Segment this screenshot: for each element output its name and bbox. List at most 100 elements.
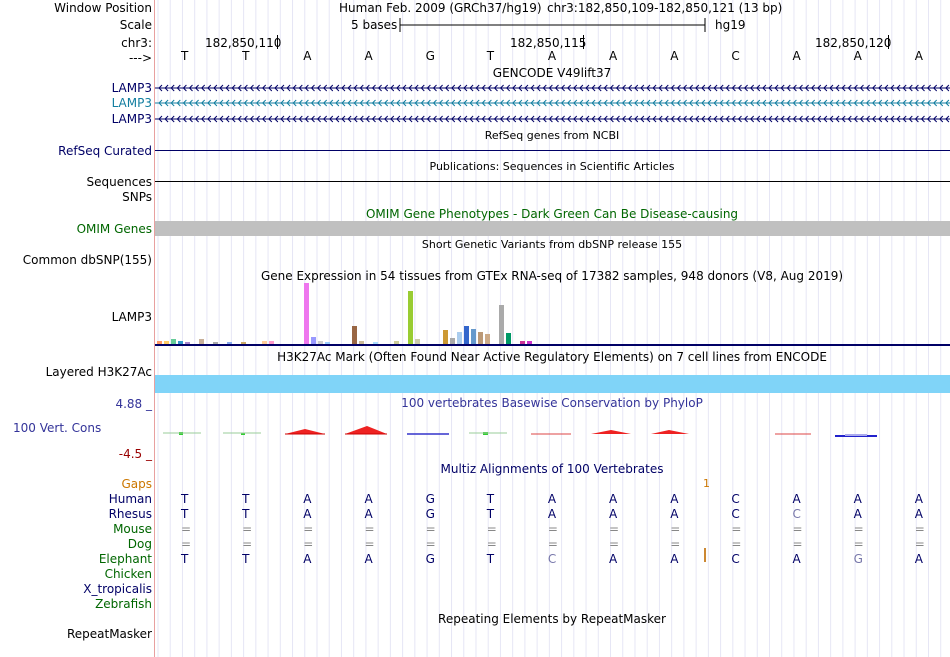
lamp3-transcript-2[interactable]	[155, 99, 950, 107]
track-label-lamp3[interactable]: LAMP3	[111, 81, 152, 95]
gtex-tissue-bar[interactable]	[262, 341, 267, 344]
alignment-base: =	[853, 522, 864, 536]
track-label-lamp3[interactable]: LAMP3	[111, 310, 152, 324]
gtex-tissue-bar[interactable]	[464, 326, 469, 344]
gencode-transcripts[interactable]	[155, 80, 950, 128]
sequences-line[interactable]	[155, 181, 950, 182]
alignment-base: =	[914, 537, 925, 551]
track-label-x-tropicalis[interactable]: X_tropicalis	[83, 582, 152, 596]
gtex-tissue-bar[interactable]	[325, 342, 330, 344]
track-label-mouse[interactable]: Mouse	[113, 522, 152, 536]
alignment-base: =	[670, 537, 681, 551]
refseq-gene-line[interactable]	[155, 150, 950, 151]
track-label-100-vert-cons[interactable]: 100 Vert. Cons	[13, 421, 102, 435]
alignment-base: A	[364, 492, 373, 506]
gtex-tissue-bar[interactable]	[213, 342, 218, 344]
reference-base: T	[486, 49, 495, 63]
gtex-tissue-bar[interactable]	[457, 332, 462, 344]
track-label-refseq-curated[interactable]: RefSeq Curated	[58, 144, 152, 158]
gtex-tissue-bar[interactable]	[408, 291, 413, 344]
browser-track-area[interactable]: Human Feb. 2009 (GRCh37/hg19) chr3:182,8…	[155, 0, 950, 657]
alignment-base: =	[547, 537, 558, 551]
gtex-tissue-bar[interactable]	[415, 339, 420, 344]
track-label-gaps[interactable]: Gaps	[121, 477, 152, 491]
alignment-base: A	[303, 552, 312, 566]
gtex-tissue-bar[interactable]	[527, 341, 532, 344]
track-label-layered-h3k27ac[interactable]: Layered H3K27Ac	[45, 365, 152, 379]
alignment-base: T	[486, 492, 495, 506]
track-label-chicken[interactable]: Chicken	[104, 567, 152, 581]
track-label-lamp3[interactable]: LAMP3	[111, 96, 152, 110]
gtex-expression-chart[interactable]	[155, 282, 950, 348]
alignment-base: A	[609, 507, 618, 521]
scale-label: 5 bases	[351, 18, 398, 32]
alignment-base: =	[303, 537, 314, 551]
gtex-tissue-bar[interactable]	[352, 326, 357, 344]
reference-base: A	[303, 49, 312, 63]
alignment-base: A	[303, 492, 312, 506]
gtex-tissue-bar[interactable]	[178, 341, 183, 344]
gtex-tissue-bar[interactable]	[359, 341, 364, 344]
gtex-tissue-bar[interactable]	[499, 305, 504, 344]
alignment-base: A	[914, 492, 924, 506]
track-label-4-5[interactable]: -4.5 _	[118, 447, 152, 461]
gtex-tissue-bar[interactable]	[373, 342, 378, 344]
reference-base: A	[364, 49, 373, 63]
alignment-base: =	[731, 537, 742, 551]
gtex-tissue-bar[interactable]	[506, 333, 511, 344]
h3k27ac-signal-bar[interactable]	[155, 375, 950, 393]
alignment-base: T	[486, 552, 495, 566]
omim-gene-bar[interactable]	[155, 221, 950, 236]
gtex-tissue-bar[interactable]	[199, 339, 204, 344]
alignment-base: =	[914, 522, 925, 536]
phylop-conservation-plot[interactable]	[155, 420, 950, 444]
gtex-tissue-bar[interactable]	[185, 342, 190, 344]
track-label-[interactable]: --->	[128, 51, 152, 65]
gtex-tissue-bar[interactable]	[241, 342, 246, 344]
alignment-base: G	[853, 552, 863, 566]
track-label-snps[interactable]: SNPs	[122, 190, 152, 204]
base-guide-lines	[157, 0, 942, 657]
track-label-zebrafish[interactable]: Zebrafish	[95, 597, 152, 611]
gtex-tissue-bar[interactable]	[164, 341, 169, 344]
reference-base: A	[547, 49, 557, 63]
gtex-tissue-bar[interactable]	[478, 332, 483, 344]
track-label-human[interactable]: Human	[108, 492, 152, 506]
scale-bar	[399, 18, 706, 32]
gtex-tissue-bar[interactable]	[269, 341, 274, 344]
track-label-repeatmasker[interactable]: RepeatMasker	[66, 627, 152, 641]
gtex-tissue-bar[interactable]	[443, 330, 448, 344]
track-label-window-position[interactable]: Window Position	[54, 1, 152, 15]
gtex-tissue-bar[interactable]	[227, 342, 232, 344]
alignment-base: =	[609, 537, 620, 551]
gtex-tissue-bar[interactable]	[171, 339, 176, 344]
gtex-tissue-bar[interactable]	[471, 329, 476, 344]
gtex-tissue-bar[interactable]	[311, 337, 316, 344]
alignment-base: T	[242, 492, 250, 506]
gtex-tissue-bar[interactable]	[394, 341, 399, 344]
track-label-chr3[interactable]: chr3:	[121, 36, 152, 50]
track-label-rhesus[interactable]: Rhesus	[108, 507, 152, 521]
alignment-base: A	[670, 552, 679, 566]
track-label-lamp3[interactable]: LAMP3	[111, 112, 152, 126]
track-label-omim-genes[interactable]: OMIM Genes	[76, 222, 152, 236]
track-label-sequences[interactable]: Sequences	[86, 175, 152, 189]
gtex-tissue-bar[interactable]	[450, 338, 455, 344]
track-label-elephant[interactable]: Elephant	[98, 552, 152, 566]
alignment-base: A	[670, 507, 679, 521]
lamp3-transcript-1[interactable]	[155, 84, 950, 92]
gtex-tissue-bar[interactable]	[318, 341, 323, 344]
alignment-base: =	[242, 522, 253, 536]
gtex-tissue-bar[interactable]	[485, 334, 490, 344]
gtex-tissue-bar[interactable]	[157, 341, 162, 344]
track-label-dog[interactable]: Dog	[127, 537, 152, 551]
gtex-tissue-bar[interactable]	[304, 283, 309, 344]
gtex-tissue-bar[interactable]	[520, 341, 525, 344]
track-label-scale[interactable]: Scale	[119, 18, 152, 32]
alignment-base: C	[792, 507, 801, 521]
alignment-base: =	[486, 522, 497, 536]
track-label-common-dbsnp-155[interactable]: Common dbSNP(155)	[22, 253, 152, 267]
lamp3-transcript-3[interactable]	[155, 115, 950, 123]
track-label-4-88[interactable]: 4.88 _	[115, 397, 152, 411]
alignment-base: A	[547, 507, 557, 521]
